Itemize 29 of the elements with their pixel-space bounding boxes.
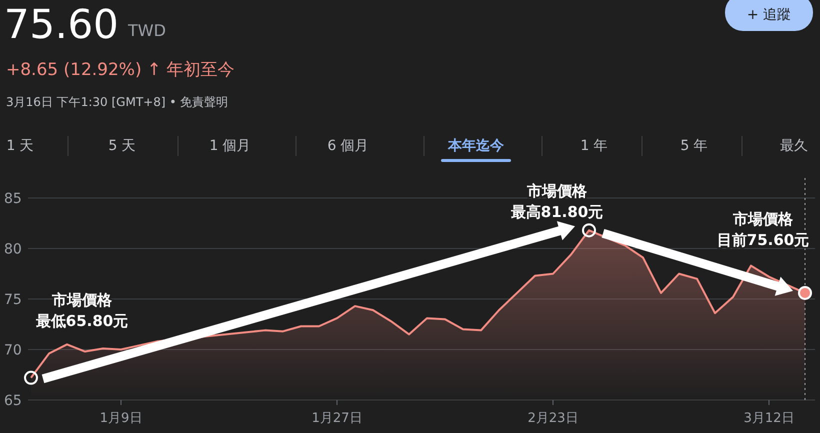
text: 1 個月 [209,138,251,154]
text: 6 個月 [327,138,369,154]
point [798,286,812,300]
text: 3月16日 下午1:30 [GMT+8] • 免責聲明 [6,95,228,109]
annotation: 市場價格 [526,182,588,200]
text: 1 天 [6,138,34,154]
text: 5 天 [108,138,136,154]
annotation: 市場價格 [732,210,794,228]
x-tick-label: 1月9日 [100,411,142,426]
text: 1 年 [580,138,608,154]
y-tick-label: 75 [4,292,22,308]
text: TWD [127,21,166,40]
text: 本年迄今 [447,138,505,154]
y-tick-label: 70 [4,342,22,358]
chart-title: 75.60 [4,2,119,48]
text: + 追蹤 [746,7,792,23]
y-tick-label: 65 [4,393,22,409]
text: 5 年 [680,138,708,154]
annotation: 目前75.60元 [716,231,810,249]
text: 最久 [780,138,808,154]
y-tick-label: 80 [4,242,22,258]
chart-subtitle: +8.65 (12.92%) ↑ 年初至今 [6,60,235,80]
annotation: 市場價格 [51,291,113,309]
annotation: 最低65.80元 [34,312,128,330]
x-tick-label: 3月12日 [744,411,794,426]
annotation: 最高81.80元 [510,203,604,221]
x-tick-label: 2月23日 [528,411,578,426]
x-tick-label: 1月27日 [312,411,362,426]
y-tick-label: 85 [4,191,22,207]
